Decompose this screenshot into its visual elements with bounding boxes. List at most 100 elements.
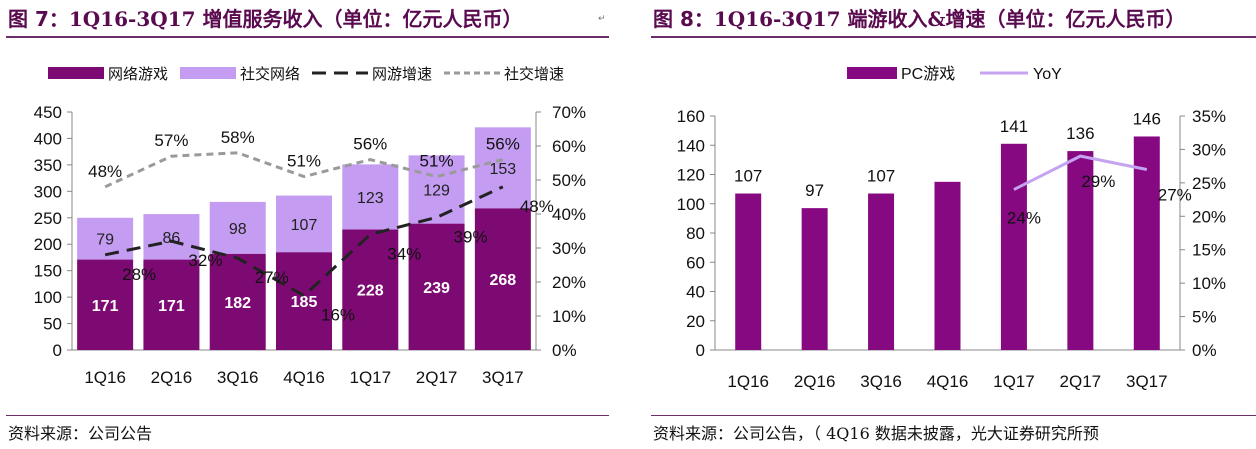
bar-social-network <box>143 214 200 260</box>
y-tick-label: 40 <box>686 283 705 302</box>
data-label-social-network: 123 <box>357 190 384 207</box>
bar-pc-game <box>934 181 961 350</box>
figure-7-title-main: 1Q16-3Q17 增值服务收入（单位：亿元人民币） <box>68 7 523 31</box>
data-label-social-growth: 56% <box>353 135 387 154</box>
bar-pc-game <box>735 193 762 350</box>
y-tick-label: 20 <box>686 312 705 331</box>
y2-tick-label: 0% <box>1192 341 1217 360</box>
data-label-game-growth: 28% <box>122 265 156 284</box>
y2-tick-label: 30% <box>1192 140 1226 159</box>
bar-pc-game <box>1133 136 1160 350</box>
data-label-pc-game: 141 <box>1000 117 1028 136</box>
data-label-yoy: 29% <box>1081 172 1115 191</box>
y-tick-label: 400 <box>34 129 62 148</box>
y2-tick-label: 20% <box>552 273 586 292</box>
data-label-game-growth: 27% <box>255 268 289 287</box>
data-label-social-growth: 57% <box>154 131 188 150</box>
bar-pc-game <box>801 208 828 350</box>
data-label-game-growth: 34% <box>387 244 421 263</box>
legend-swatch-social-network <box>180 67 236 79</box>
data-label-online-game: 268 <box>490 272 517 289</box>
x-tick-label: 1Q16 <box>727 372 769 391</box>
data-label-online-game: 239 <box>423 280 450 297</box>
legend-swatch-pc-game <box>847 67 897 79</box>
y-tick-label: 60 <box>686 253 705 272</box>
data-label-social-growth: 56% <box>486 135 520 154</box>
data-label-game-growth: 39% <box>454 227 488 246</box>
x-tick-label: 2Q17 <box>416 368 458 387</box>
y-tick-label: 200 <box>34 235 62 254</box>
y-tick-label: 100 <box>34 288 62 307</box>
y2-tick-label: 35% <box>1192 107 1226 126</box>
figure-7-title: 图 7：1Q16-3Q17 增值服务收入（单位：亿元人民币） <box>8 3 523 32</box>
data-label-social-network: 129 <box>423 182 450 199</box>
data-label-yoy: 27% <box>1158 185 1192 204</box>
figure-7-bottom-rule <box>6 415 609 416</box>
bar-online-game <box>408 223 465 350</box>
data-label-pc-game: 136 <box>1066 124 1094 143</box>
data-label-online-game: 171 <box>158 298 185 315</box>
data-label-social-network: 107 <box>291 217 318 234</box>
data-label-social-network: 153 <box>490 161 517 178</box>
bar-social-network <box>209 201 266 254</box>
x-tick-label: 1Q17 <box>349 368 391 387</box>
legend-label-social-network: 社交网络 <box>240 65 300 83</box>
figure-7-source: 资料来源：公司公告 <box>8 424 153 443</box>
data-label-social-growth: 58% <box>221 128 255 147</box>
y2-tick-label: 30% <box>552 239 586 258</box>
figure-7-chart: 0 50 100 150 200 250 300 350 400 450 0% 10% 20% 30% 40… <box>34 65 586 387</box>
data-label-online-game: 171 <box>92 298 119 315</box>
x-tick-label: 3Q17 <box>1126 372 1168 391</box>
data-label-pc-game: 107 <box>867 167 895 186</box>
y2-tick-label: 0% <box>552 341 577 360</box>
y-tick-label: 120 <box>677 166 705 185</box>
figure-8-chart: 0 20 40 60 80 100 120 140 160 0% 5% 10% 15% 20% 25% 30%… <box>677 65 1226 391</box>
y-tick-label: 0 <box>696 341 705 360</box>
x-tick-label: 4Q16 <box>927 372 969 391</box>
y-tick-label: 150 <box>34 262 62 281</box>
bar-online-game <box>276 252 332 350</box>
figure-8-panel: 图 8：1Q16-3Q17 端游收入&增速（单位：亿元人民币） 0 20 40 60 8… <box>645 0 1256 449</box>
bar-online-game <box>474 208 531 350</box>
y2-tick-label: 10% <box>1192 274 1226 293</box>
y-tick-label: 450 <box>34 103 62 122</box>
data-label-social-growth: 48% <box>88 162 122 181</box>
x-tick-label: 1Q16 <box>84 368 126 387</box>
y2-tick-label: 60% <box>552 137 586 156</box>
data-label-pc-game: 146 <box>1133 109 1161 128</box>
bar-social-network <box>77 217 134 260</box>
data-label-pc-game: 107 <box>734 167 762 186</box>
figure-8-title-main: 1Q16-3Q17 端游收入&增速（单位：亿元人民币） <box>713 7 1186 31</box>
line-game-growth <box>104 185 504 298</box>
data-label-social-growth: 51% <box>420 152 454 171</box>
figure-8-source: 资料来源：公司公告，（ 4Q16 数据未披露，光大证券研究所预 <box>653 424 1099 443</box>
legend-label-yoy: YoY <box>1033 66 1062 83</box>
y2-tick-label: 25% <box>1192 174 1226 193</box>
x-tick-label: 1Q17 <box>993 372 1035 391</box>
x-tick-label: 2Q16 <box>151 368 193 387</box>
data-label-online-game: 182 <box>224 295 251 312</box>
return-mark: ↵ <box>598 14 606 24</box>
bar-pc-game <box>868 193 895 350</box>
x-tick-label: 3Q16 <box>217 368 259 387</box>
bar-social-network <box>342 164 399 230</box>
figure-8-top-rule <box>651 36 1256 38</box>
x-tick-label: 3Q16 <box>860 372 902 391</box>
x-tick-label: 4Q16 <box>283 368 325 387</box>
line-yoy <box>1013 154 1148 191</box>
legend-swatch-online-game <box>48 67 104 79</box>
bar-online-game <box>143 259 200 350</box>
y-tick-label: 300 <box>34 182 62 201</box>
y-tick-label: 0 <box>53 341 62 360</box>
bar-pc-game <box>1067 151 1094 350</box>
bar-social-network <box>408 155 465 224</box>
data-label-game-growth: 48% <box>520 197 554 216</box>
y-tick-label: 250 <box>34 209 62 228</box>
x-tick-label: 3Q17 <box>482 368 524 387</box>
bar-social-network <box>276 195 332 253</box>
legend-label-game-growth: 网游增速 <box>372 66 432 83</box>
y-tick-label: 140 <box>677 136 705 155</box>
data-label-game-growth: 32% <box>188 251 222 270</box>
figure-8-bottom-rule <box>651 415 1256 416</box>
data-label-pc-game: 97 <box>805 181 824 200</box>
